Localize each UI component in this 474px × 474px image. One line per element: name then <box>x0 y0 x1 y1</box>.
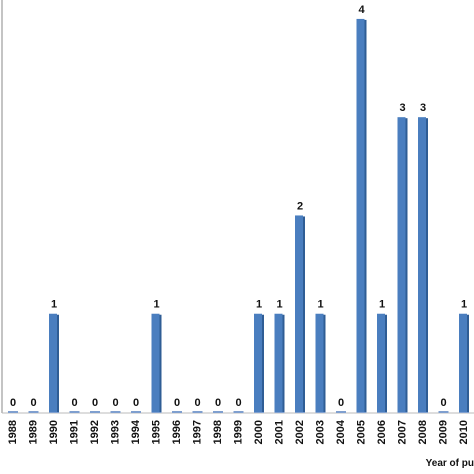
x-tick-label: 1992 <box>89 420 101 444</box>
x-tick-label: 2007 <box>396 420 408 444</box>
bar <box>418 117 426 413</box>
value-label: 1 <box>153 299 159 311</box>
bar-side <box>57 314 59 412</box>
value-label: 1 <box>51 299 57 311</box>
x-tick-label: 2010 <box>458 420 470 444</box>
value-label: 0 <box>10 397 16 409</box>
bar-base <box>192 411 203 413</box>
x-tick-label: 1997 <box>191 420 203 444</box>
bar-side <box>385 314 387 412</box>
x-tick-label: 2000 <box>253 420 265 444</box>
x-tick-label: 1996 <box>171 420 183 444</box>
bar <box>356 18 365 413</box>
value-label: 0 <box>71 397 77 409</box>
bar-base <box>28 411 39 413</box>
value-label: 0 <box>174 397 180 409</box>
value-label: 2 <box>297 200 303 212</box>
x-tick-label: 2009 <box>437 420 449 444</box>
value-label: 0 <box>194 397 200 409</box>
value-label: 0 <box>235 397 241 409</box>
x-tick-label: 2003 <box>314 420 326 444</box>
value-label: 0 <box>30 397 36 409</box>
bar-base <box>90 411 100 413</box>
bar-base <box>213 411 223 413</box>
x-tick-label: 2002 <box>294 420 306 444</box>
bar-side <box>405 118 408 413</box>
x-tick-label: 2004 <box>335 419 347 444</box>
value-label: 1 <box>276 299 282 311</box>
x-tick-label: 1993 <box>109 420 121 444</box>
bar <box>254 313 262 412</box>
bar <box>459 313 467 412</box>
bar-side <box>282 314 285 412</box>
value-label: 0 <box>92 397 98 409</box>
x-tick-label: 1999 <box>232 420 244 444</box>
value-label: 0 <box>133 397 139 409</box>
value-label: 0 <box>338 397 344 409</box>
x-tick-label: 1990 <box>48 420 60 444</box>
x-tick-label: 1989 <box>27 420 39 444</box>
bar-base <box>438 411 449 413</box>
bar <box>49 313 57 412</box>
value-label: 0 <box>215 397 221 409</box>
bar-side <box>426 118 428 413</box>
value-label: 1 <box>317 299 323 311</box>
x-tick-label: 1995 <box>150 420 162 444</box>
bar <box>315 313 324 412</box>
bar-base <box>8 411 18 413</box>
value-label: 3 <box>420 102 426 114</box>
x-tick-label: 2001 <box>273 420 285 444</box>
bar-side <box>303 216 305 412</box>
bar-base <box>172 411 182 413</box>
bar-base <box>336 411 346 413</box>
x-tick-label: 2005 <box>355 420 367 444</box>
value-label: 4 <box>358 4 365 16</box>
bar-side <box>159 314 162 412</box>
bar <box>274 313 283 412</box>
value-label: 1 <box>461 299 467 311</box>
value-label: 0 <box>440 397 446 409</box>
x-tick-label: 1988 <box>7 420 19 444</box>
bar-side <box>364 19 367 413</box>
bar-side <box>323 314 326 412</box>
x-tick-label: 1991 <box>68 420 80 444</box>
bar-base <box>131 411 141 413</box>
bar-side <box>262 314 264 412</box>
x-axis-label: Year of pu <box>426 458 474 469</box>
bar-side <box>467 314 469 412</box>
bar <box>295 215 303 412</box>
bar-base <box>69 411 80 413</box>
value-label: 1 <box>256 299 262 311</box>
bar-base <box>110 411 121 413</box>
bar <box>151 313 160 412</box>
value-label: 3 <box>399 102 405 114</box>
value-label: 0 <box>112 397 118 409</box>
x-tick-label: 2006 <box>376 420 388 444</box>
x-tick-label: 2008 <box>417 420 429 444</box>
bar-base <box>233 411 244 413</box>
x-tick-label: 1994 <box>130 419 142 444</box>
x-tick-label: 1998 <box>212 420 224 444</box>
value-label: 1 <box>379 299 385 311</box>
bar <box>397 117 406 413</box>
bar <box>377 313 385 412</box>
